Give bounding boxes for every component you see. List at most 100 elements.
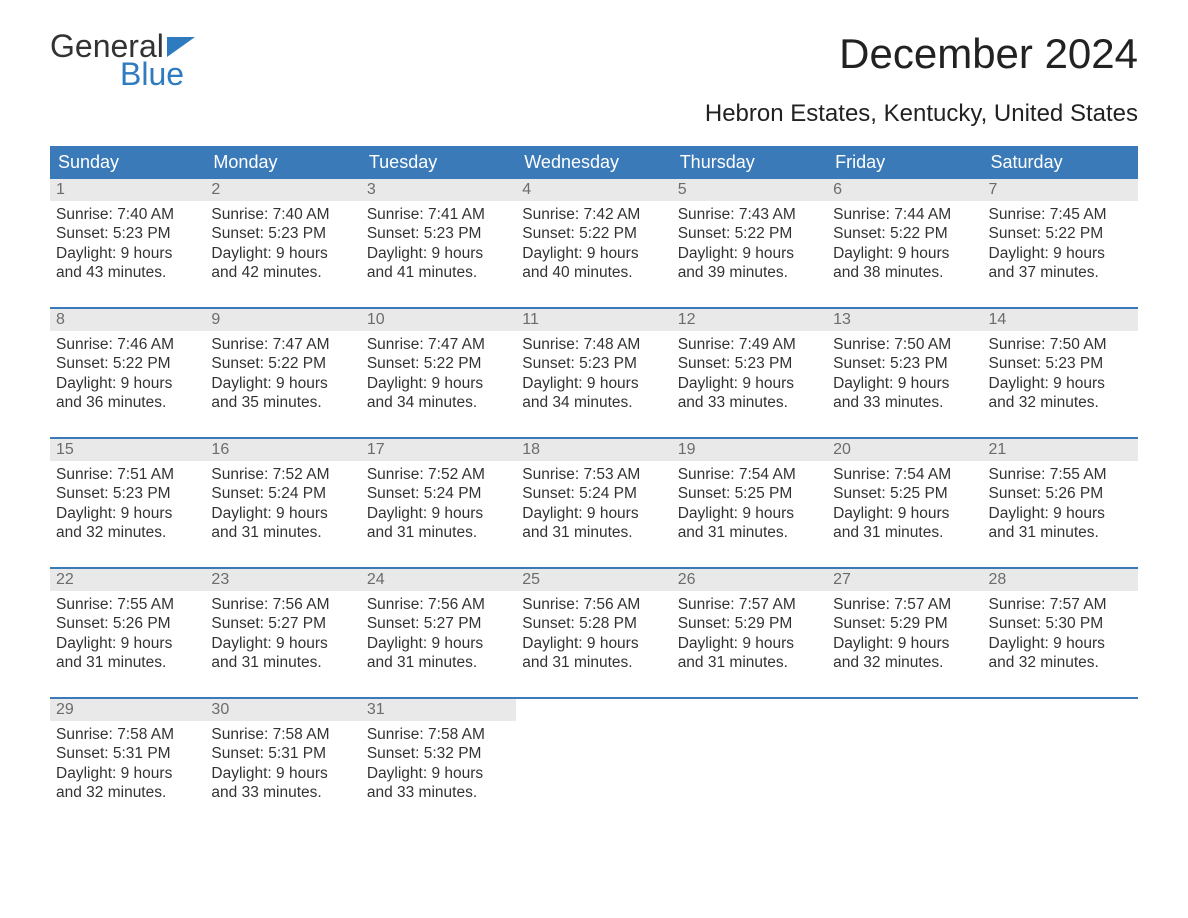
day-body: Sunrise: 7:54 AMSunset: 5:25 PMDaylight:… xyxy=(827,461,982,551)
calendar-cell: 7Sunrise: 7:45 AMSunset: 5:22 PMDaylight… xyxy=(983,179,1138,308)
daylight-line: Daylight: 9 hours and 40 minutes. xyxy=(522,244,665,283)
daylight-line: Daylight: 9 hours and 32 minutes. xyxy=(989,374,1132,413)
sunrise-line: Sunrise: 7:45 AM xyxy=(989,205,1132,224)
daylight-line: Daylight: 9 hours and 32 minutes. xyxy=(833,634,976,673)
sunrise-line: Sunrise: 7:40 AM xyxy=(56,205,199,224)
page-title: December 2024 xyxy=(839,30,1138,78)
day-body: Sunrise: 7:52 AMSunset: 5:24 PMDaylight:… xyxy=(205,461,360,551)
day-number: 27 xyxy=(827,569,982,591)
sunrise-line: Sunrise: 7:58 AM xyxy=(56,725,199,744)
sunset-line: Sunset: 5:23 PM xyxy=(989,354,1132,373)
calendar-cell: 18Sunrise: 7:53 AMSunset: 5:24 PMDayligh… xyxy=(516,439,671,568)
sunrise-line: Sunrise: 7:54 AM xyxy=(678,465,821,484)
calendar-cell: 31Sunrise: 7:58 AMSunset: 5:32 PMDayligh… xyxy=(361,699,516,827)
day-number: 25 xyxy=(516,569,671,591)
daylight-line: Daylight: 9 hours and 32 minutes. xyxy=(56,764,199,803)
sunrise-line: Sunrise: 7:55 AM xyxy=(989,465,1132,484)
day-number: 8 xyxy=(50,309,205,331)
sunrise-line: Sunrise: 7:44 AM xyxy=(833,205,976,224)
sunset-line: Sunset: 5:22 PM xyxy=(833,224,976,243)
sunset-line: Sunset: 5:28 PM xyxy=(522,614,665,633)
day-number: 6 xyxy=(827,179,982,201)
calendar-cell: 8Sunrise: 7:46 AMSunset: 5:22 PMDaylight… xyxy=(50,309,205,438)
sunrise-line: Sunrise: 7:55 AM xyxy=(56,595,199,614)
day-body: Sunrise: 7:55 AMSunset: 5:26 PMDaylight:… xyxy=(50,591,205,681)
calendar-cell: 11Sunrise: 7:48 AMSunset: 5:23 PMDayligh… xyxy=(516,309,671,438)
calendar-cell: 21Sunrise: 7:55 AMSunset: 5:26 PMDayligh… xyxy=(983,439,1138,568)
daylight-line: Daylight: 9 hours and 33 minutes. xyxy=(211,764,354,803)
calendar-week-row: 22Sunrise: 7:55 AMSunset: 5:26 PMDayligh… xyxy=(50,569,1138,698)
day-body: Sunrise: 7:57 AMSunset: 5:29 PMDaylight:… xyxy=(672,591,827,681)
day-body: Sunrise: 7:52 AMSunset: 5:24 PMDaylight:… xyxy=(361,461,516,551)
calendar-cell: 20Sunrise: 7:54 AMSunset: 5:25 PMDayligh… xyxy=(827,439,982,568)
daylight-line: Daylight: 9 hours and 41 minutes. xyxy=(367,244,510,283)
calendar-week-row: 29Sunrise: 7:58 AMSunset: 5:31 PMDayligh… xyxy=(50,699,1138,827)
sunrise-line: Sunrise: 7:50 AM xyxy=(989,335,1132,354)
calendar-cell: 2Sunrise: 7:40 AMSunset: 5:23 PMDaylight… xyxy=(205,179,360,308)
day-body: Sunrise: 7:50 AMSunset: 5:23 PMDaylight:… xyxy=(983,331,1138,421)
calendar-cell: 13 Sunrise: 7:50 AMSunset: 5:23 PMDayligh… xyxy=(827,309,982,438)
sunset-line: Sunset: 5:22 PM xyxy=(522,224,665,243)
sunset-line: Sunset: 5:23 PM xyxy=(678,354,821,373)
sunrise-line: Sunrise: 7:54 AM xyxy=(833,465,976,484)
weekday-header: Thursday xyxy=(672,146,827,179)
calendar-cell xyxy=(672,699,827,827)
sunrise-line: Sunrise: 7:51 AM xyxy=(56,465,199,484)
day-number: 31 xyxy=(361,699,516,721)
sunset-line: Sunset: 5:23 PM xyxy=(211,224,354,243)
day-number: 16 xyxy=(205,439,360,461)
day-body: Sunrise: 7:57 AMSunset: 5:29 PMDaylight:… xyxy=(827,591,982,681)
day-number: 30 xyxy=(205,699,360,721)
day-number: 11 xyxy=(516,309,671,331)
sunset-line: Sunset: 5:24 PM xyxy=(522,484,665,503)
sunrise-line: Sunrise: 7:47 AM xyxy=(211,335,354,354)
day-number: 24 xyxy=(361,569,516,591)
sunrise-line: Sunrise: 7:41 AM xyxy=(367,205,510,224)
sunset-line: Sunset: 5:22 PM xyxy=(678,224,821,243)
day-body: Sunrise: 7:55 AMSunset: 5:26 PMDaylight:… xyxy=(983,461,1138,551)
weekday-header: Tuesday xyxy=(361,146,516,179)
daylight-line: Daylight: 9 hours and 33 minutes. xyxy=(833,374,976,413)
sunset-line: Sunset: 5:23 PM xyxy=(56,484,199,503)
day-body: Sunrise: 7:54 AMSunset: 5:25 PMDaylight:… xyxy=(672,461,827,551)
calendar-week-row: 8Sunrise: 7:46 AMSunset: 5:22 PMDaylight… xyxy=(50,309,1138,438)
daylight-line: Daylight: 9 hours and 31 minutes. xyxy=(56,634,199,673)
calendar-week-row: 1Sunrise: 7:40 AMSunset: 5:23 PMDaylight… xyxy=(50,179,1138,308)
sunrise-line: Sunrise: 7:50 AM xyxy=(833,335,976,354)
weekday-header: Wednesday xyxy=(516,146,671,179)
weekday-header-row: SundayMondayTuesdayWednesdayThursdayFrid… xyxy=(50,146,1138,179)
sunrise-line: Sunrise: 7:49 AM xyxy=(678,335,821,354)
calendar-cell: 5Sunrise: 7:43 AMSunset: 5:22 PMDaylight… xyxy=(672,179,827,308)
day-body: Sunrise: 7:40 AMSunset: 5:23 PMDaylight:… xyxy=(205,201,360,291)
page-subtitle: Hebron Estates, Kentucky, United States xyxy=(50,100,1138,128)
day-body: Sunrise: 7:42 AMSunset: 5:22 PMDaylight:… xyxy=(516,201,671,291)
calendar-cell: 26Sunrise: 7:57 AMSunset: 5:29 PMDayligh… xyxy=(672,569,827,698)
calendar-cell: 19Sunrise: 7:54 AMSunset: 5:25 PMDayligh… xyxy=(672,439,827,568)
day-number: 18 xyxy=(516,439,671,461)
calendar-cell: 12Sunrise: 7:49 AMSunset: 5:23 PMDayligh… xyxy=(672,309,827,438)
day-number: 21 xyxy=(983,439,1138,461)
calendar-cell: 23Sunrise: 7:56 AMSunset: 5:27 PMDayligh… xyxy=(205,569,360,698)
daylight-line: Daylight: 9 hours and 32 minutes. xyxy=(56,504,199,543)
sunrise-line: Sunrise: 7:48 AM xyxy=(522,335,665,354)
day-body: Sunrise: 7:56 AMSunset: 5:27 PMDaylight:… xyxy=(205,591,360,681)
day-number: 13 xyxy=(827,309,982,331)
sunset-line: Sunset: 5:26 PM xyxy=(56,614,199,633)
day-body: Sunrise: 7:45 AMSunset: 5:22 PMDaylight:… xyxy=(983,201,1138,291)
daylight-line: Daylight: 9 hours and 31 minutes. xyxy=(522,634,665,673)
sunset-line: Sunset: 5:29 PM xyxy=(678,614,821,633)
daylight-line: Daylight: 9 hours and 34 minutes. xyxy=(522,374,665,413)
daylight-line: Daylight: 9 hours and 37 minutes. xyxy=(989,244,1132,283)
calendar-cell: 9Sunrise: 7:47 AMSunset: 5:22 PMDaylight… xyxy=(205,309,360,438)
calendar-cell: 14Sunrise: 7:50 AMSunset: 5:23 PMDayligh… xyxy=(983,309,1138,438)
sunrise-line: Sunrise: 7:43 AM xyxy=(678,205,821,224)
day-number: 26 xyxy=(672,569,827,591)
day-number: 7 xyxy=(983,179,1138,201)
daylight-line: Daylight: 9 hours and 31 minutes. xyxy=(367,634,510,673)
day-number: 19 xyxy=(672,439,827,461)
sunrise-line: Sunrise: 7:52 AM xyxy=(211,465,354,484)
weekday-header: Friday xyxy=(827,146,982,179)
calendar-cell xyxy=(516,699,671,827)
daylight-line: Daylight: 9 hours and 31 minutes. xyxy=(678,504,821,543)
sunset-line: Sunset: 5:23 PM xyxy=(833,354,976,373)
